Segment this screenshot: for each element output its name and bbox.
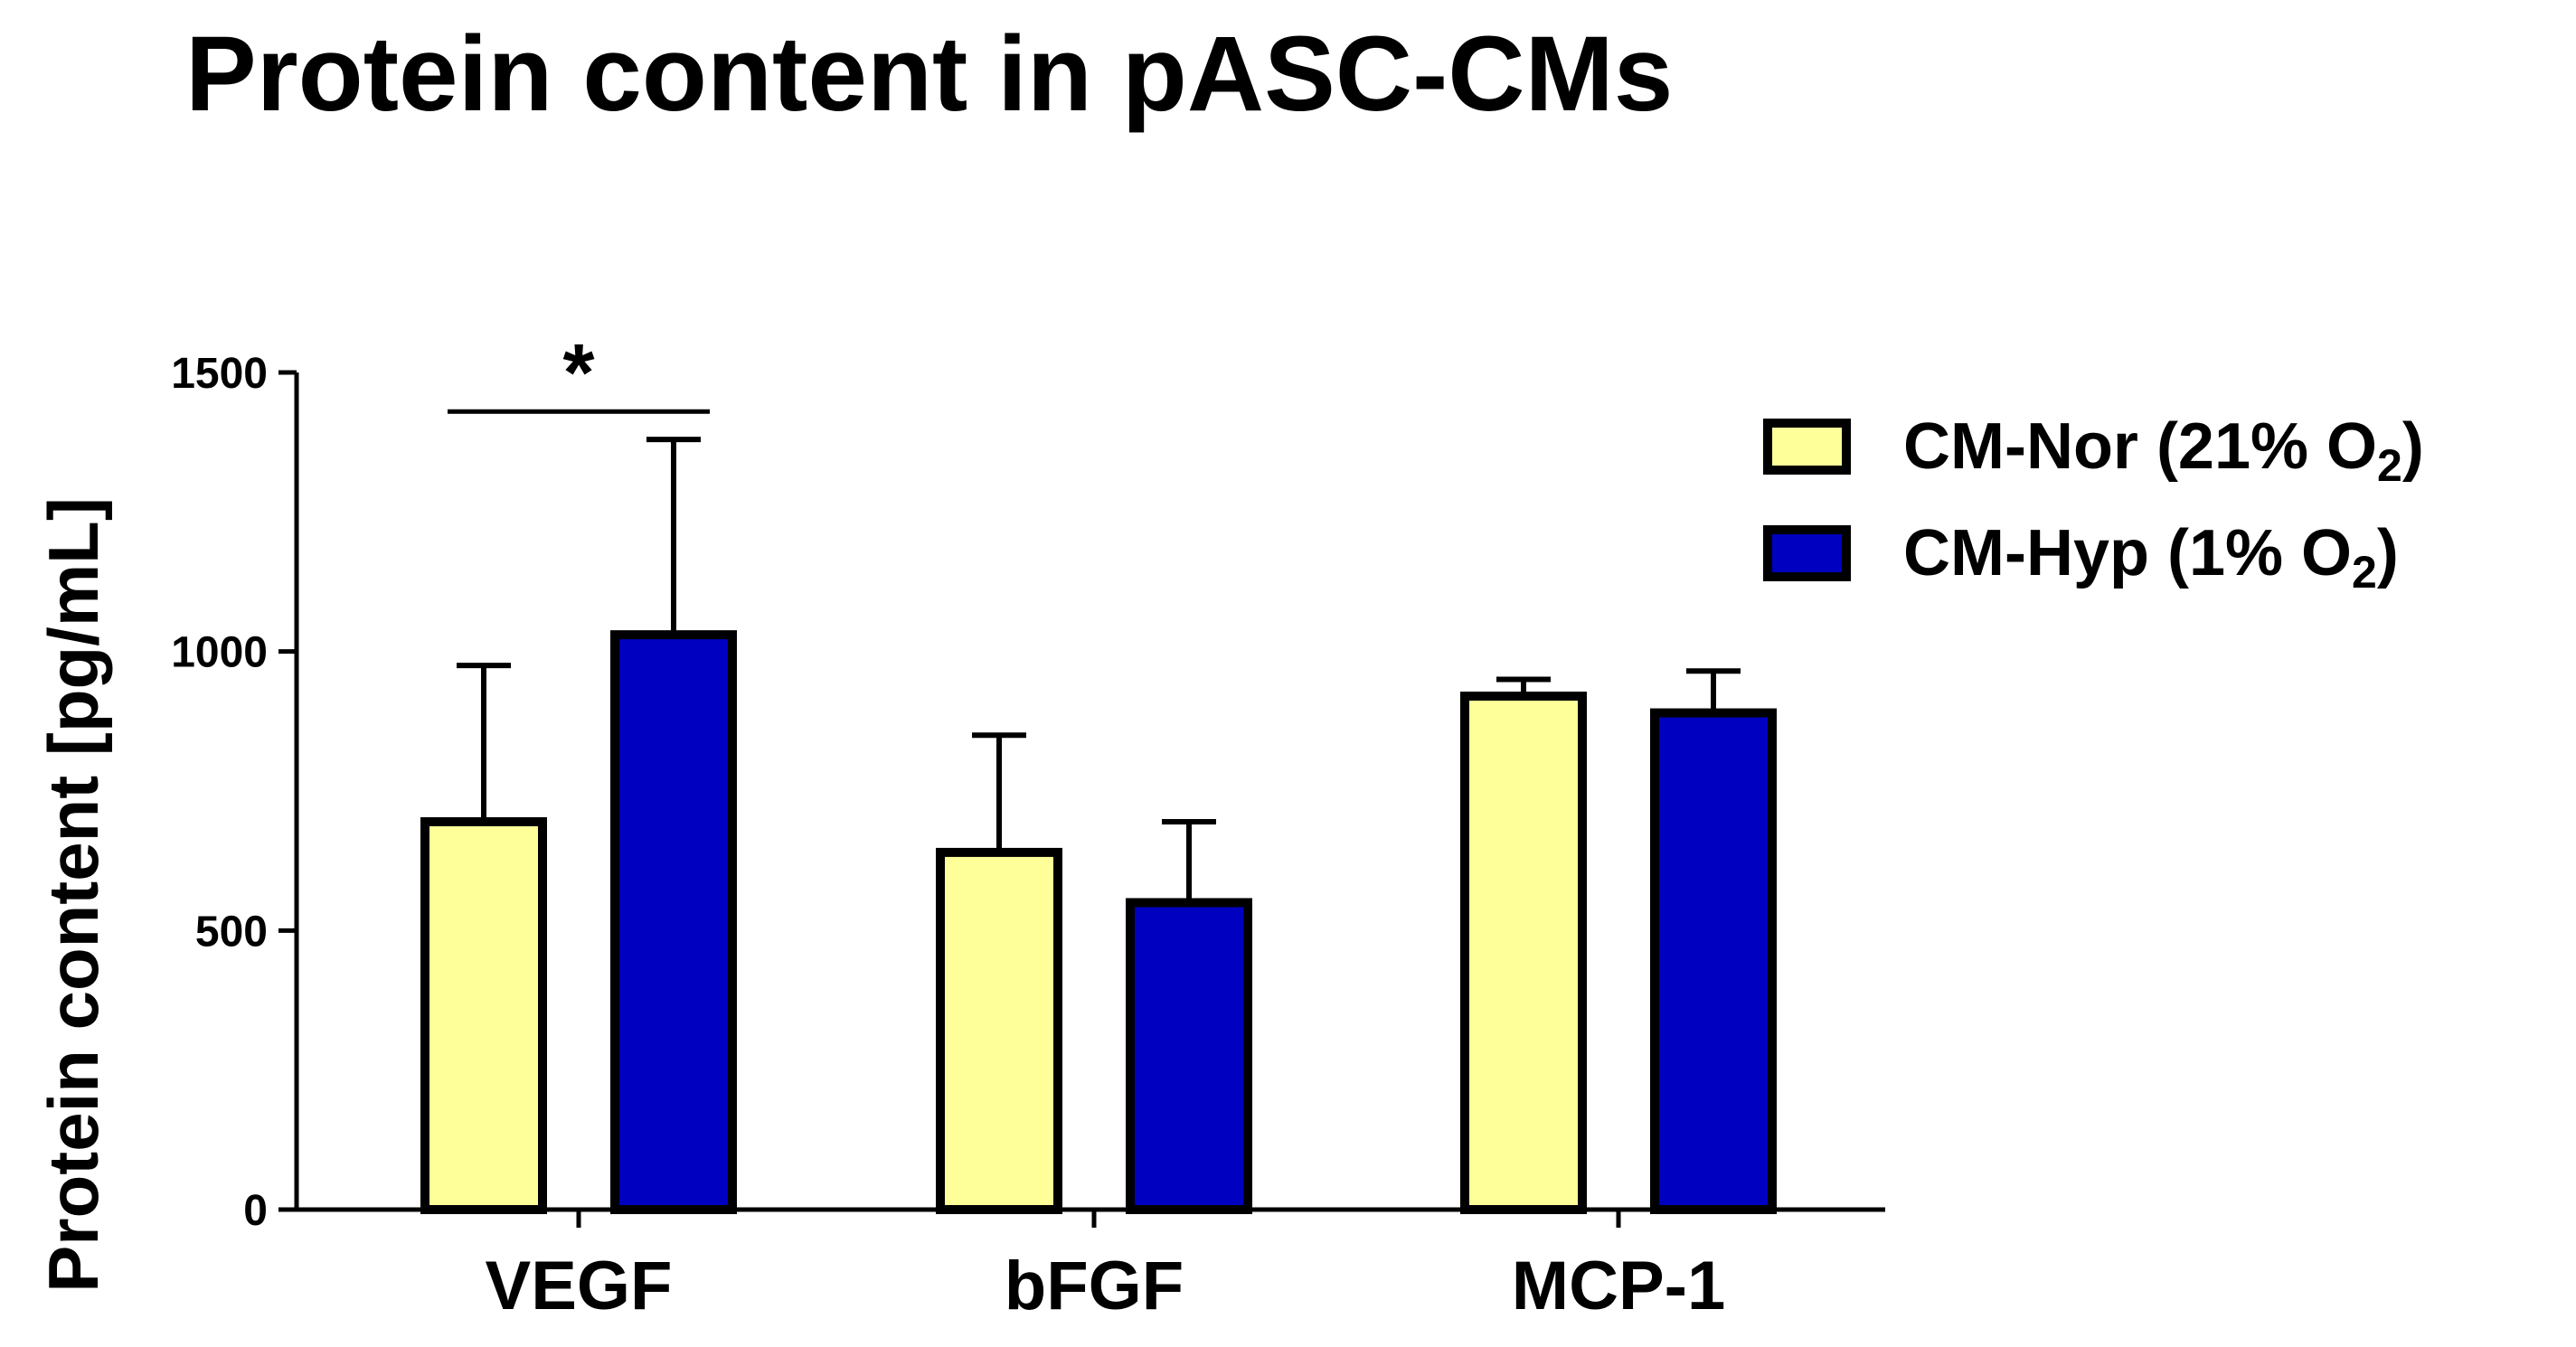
significance-star: *: [562, 328, 594, 419]
axes: 0 500 1000 1500 VEGF bFGF MCP-1: [171, 350, 1885, 1324]
legend-label-hyp-sub: 2: [2352, 547, 2377, 598]
bar: [610, 630, 737, 1214]
y-tick-label: 1500: [171, 350, 268, 398]
y-axis-label: Protein content [pg/mL]: [33, 497, 113, 1293]
bar: [420, 816, 547, 1214]
bars: [420, 437, 1777, 1214]
bar: [1126, 898, 1252, 1214]
y-axis-label-group: Protein content [pg/mL]: [33, 497, 113, 1293]
legend-label-hyp-tail: ): [2377, 517, 2399, 589]
y-tick-label: 0: [243, 1187, 268, 1235]
legend-label-nor-sub: 2: [2377, 440, 2402, 491]
annotations: *: [448, 328, 710, 419]
x-tick-label: bFGF: [1005, 1248, 1184, 1324]
bar: [936, 847, 1062, 1214]
y-tick-label: 1000: [171, 629, 268, 677]
legend-label-hyp-main: CM-Hyp (1% O: [1903, 517, 2352, 589]
legend-label-hyp: CM-Hyp (1% O2): [1903, 517, 2399, 598]
legend-label-nor: CM-Nor (21% O2): [1903, 410, 2424, 491]
legend-label-nor-tail: ): [2402, 410, 2424, 483]
chart-title: Protein content in pASC-CMs: [185, 14, 1673, 134]
y-tick-label: 500: [195, 908, 268, 956]
legend: CM-Nor (21% O2) CM-Hyp (1% O2): [1763, 410, 2424, 598]
x-tick-label: VEGF: [486, 1248, 673, 1324]
x-tick-label: MCP-1: [1512, 1248, 1725, 1324]
bar: [1460, 692, 1587, 1214]
legend-swatch-nor: [1763, 419, 1851, 475]
legend-label-nor-main: CM-Nor (21% O: [1903, 410, 2377, 483]
legend-swatch-hyp: [1763, 525, 1851, 581]
bar: [1650, 708, 1777, 1214]
